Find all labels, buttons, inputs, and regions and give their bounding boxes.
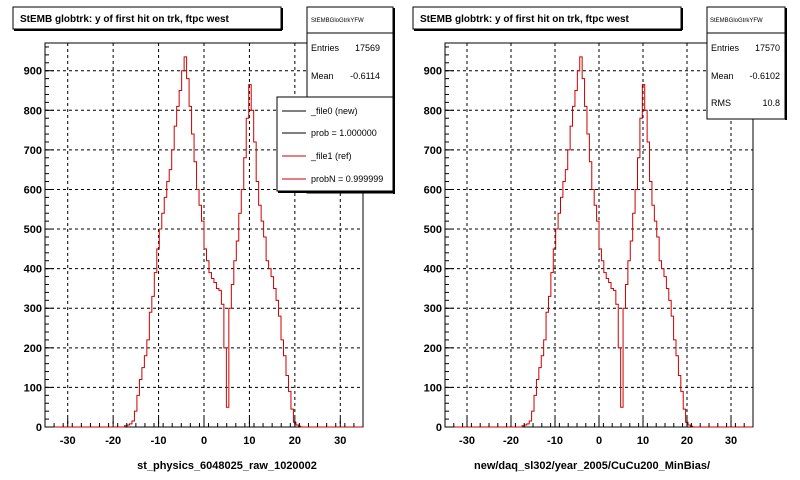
right-stats-mean-label: Mean	[711, 71, 734, 81]
y-tick-label: 700	[24, 145, 42, 157]
y-tick-label: 700	[424, 145, 442, 157]
right-stats-entries: 17570	[755, 43, 780, 53]
left-stats-mean-label: Mean	[311, 71, 334, 81]
y-tick-label: 100	[24, 382, 42, 394]
right-title: StEMB globtrk: y of first hit on trk, ft…	[420, 14, 630, 25]
y-tick-label: 200	[24, 343, 42, 355]
y-tick-label: 100	[424, 382, 442, 394]
left-axes: -30 -20 -10 0 10 20 30010020030040050060070080…	[24, 46, 364, 447]
y-tick-label: 200	[424, 343, 442, 355]
x-tick-label: -10	[151, 435, 167, 447]
right-axes: -30 -20 -10 0 10 20 30010020030040050060070080…	[424, 46, 754, 447]
legend-label-3: probN = 0.999999	[311, 174, 383, 184]
y-tick-label: 500	[24, 224, 42, 236]
y-tick-label: 300	[424, 303, 442, 315]
y-tick-label: 900	[24, 66, 42, 78]
x-tick-label: -10	[547, 435, 563, 447]
x-tick-label: 20	[681, 435, 693, 447]
x-tick-label: -20	[503, 435, 519, 447]
right-panel: -30 -20 -10 0 10 20 30010020030040050060070080…	[412, 6, 787, 472]
y-tick-label: 300	[24, 303, 42, 315]
y-tick-label: 0	[36, 422, 42, 434]
left-stats-name: StEMBGloGtrkYFW	[311, 18, 364, 24]
y-tick-label: 0	[436, 422, 442, 434]
right-stats-mean: -0.6102	[749, 71, 780, 81]
histogram-series	[445, 56, 753, 428]
left-title: StEMB globtrk: y of first hit on trk, ft…	[20, 14, 230, 25]
left-stats-entries-label: Entries	[311, 43, 340, 53]
x-tick-label: 0	[596, 435, 602, 447]
x-tick-label: 10	[637, 435, 649, 447]
y-tick-label: 400	[24, 264, 42, 276]
y-tick-label: 800	[24, 105, 42, 117]
right-histogram	[445, 56, 753, 428]
right-stats-name: StEMBGloGtrkYFW	[710, 18, 763, 24]
x-tick-label: -30	[459, 435, 475, 447]
legend-label-1: prob = 1.000000	[311, 128, 377, 138]
y-tick-label: 400	[424, 264, 442, 276]
x-tick-label: -20	[105, 435, 121, 447]
right-stats-rms: 10.8	[762, 98, 780, 108]
y-tick-label: 800	[424, 105, 442, 117]
left-panel: -30 -20 -10 0 10 20 30010020030040050060070080…	[12, 6, 395, 472]
right-xlabel: new/daq_sl302/year_2005/CuCu200_MinBias/	[474, 460, 710, 472]
x-tick-label: 30	[725, 435, 737, 447]
histogram-series	[45, 56, 363, 428]
left-stats-entries: 17569	[355, 43, 380, 53]
legend-label-2: _file1 (ref)	[310, 151, 352, 161]
x-tick-label: 20	[289, 435, 301, 447]
y-tick-label: 500	[424, 224, 442, 236]
x-tick-label: 30	[334, 435, 346, 447]
legend-box	[276, 96, 394, 192]
x-tick-label: 0	[201, 435, 207, 447]
y-tick-label: 900	[424, 66, 442, 78]
y-tick-label: 600	[24, 184, 42, 196]
legend-label-0: _file0 (new)	[310, 106, 358, 116]
right-stats-rms-label: RMS	[711, 98, 731, 108]
left-histogram	[45, 56, 363, 428]
left-xlabel: st_physics_6048025_raw_1020002	[137, 460, 317, 472]
x-tick-label: -30	[60, 435, 76, 447]
right-stats-entries-label: Entries	[711, 43, 740, 53]
y-tick-label: 600	[424, 184, 442, 196]
left-stats-mean: -0.6114	[350, 71, 380, 81]
x-tick-label: 10	[243, 435, 255, 447]
